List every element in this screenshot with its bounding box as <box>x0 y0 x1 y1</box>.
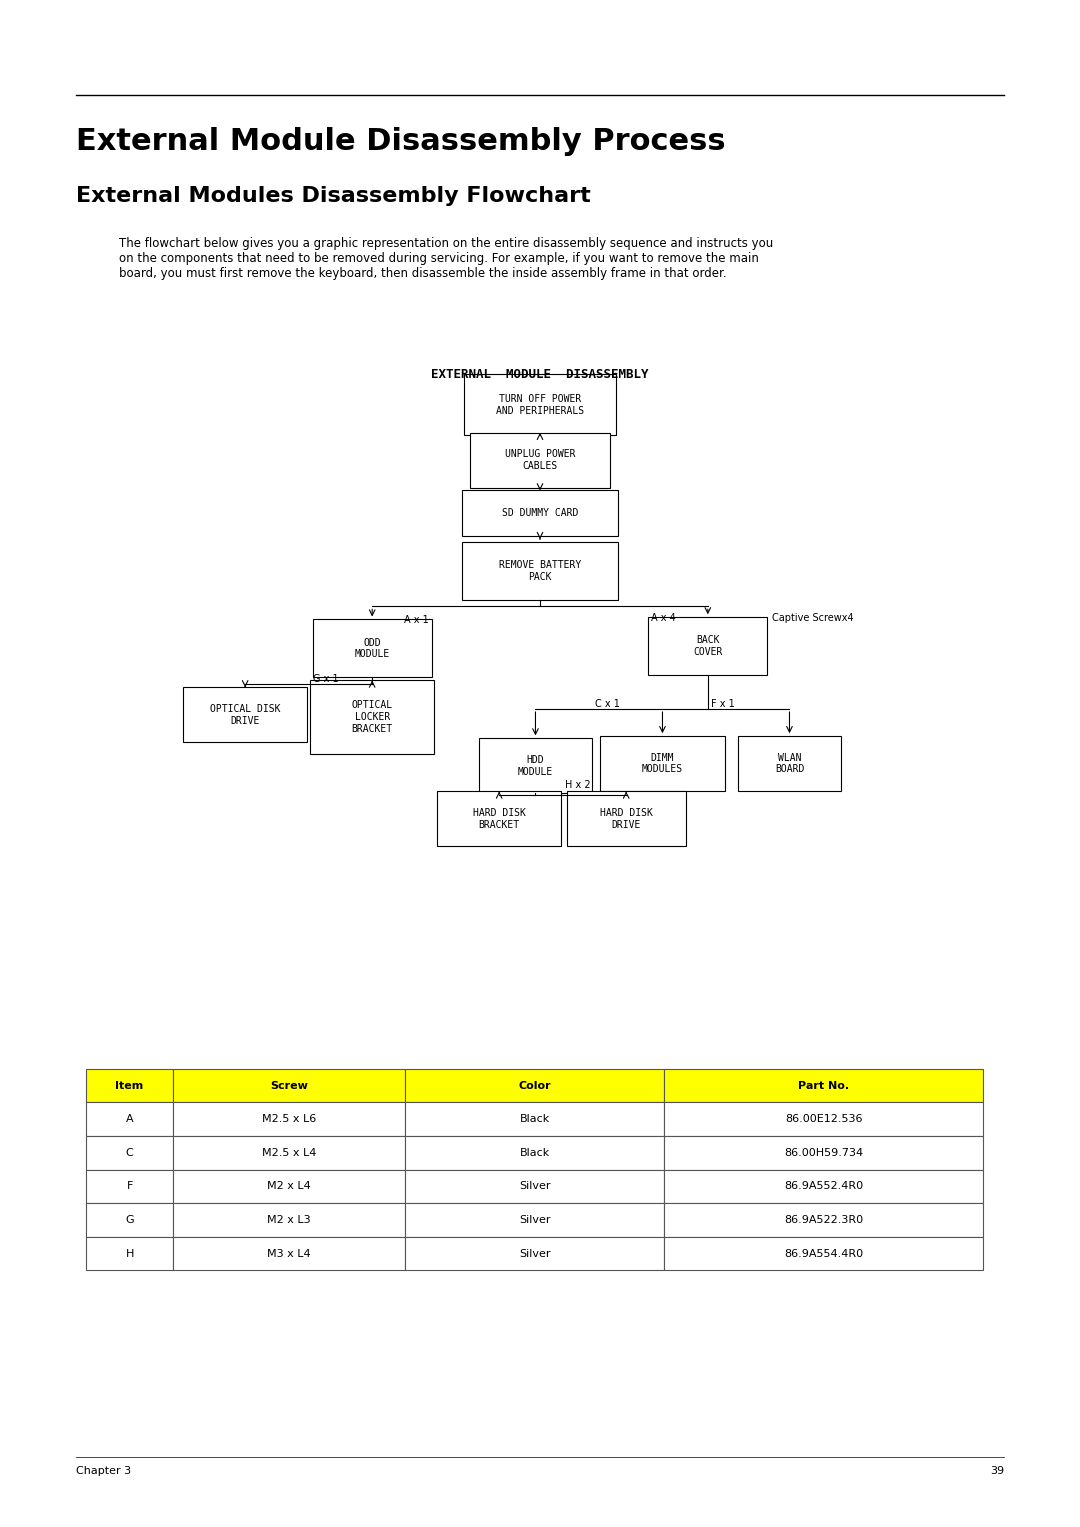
Bar <box>86 1102 173 1136</box>
Bar <box>462 490 618 536</box>
Bar <box>739 736 840 791</box>
Text: OPTICAL DISK
DRIVE: OPTICAL DISK DRIVE <box>210 704 281 725</box>
Bar <box>567 791 686 846</box>
Text: ODD
MODULE: ODD MODULE <box>354 638 390 660</box>
Text: TURN OFF POWER
AND PERIPHERALS: TURN OFF POWER AND PERIPHERALS <box>496 394 584 415</box>
Bar <box>173 1237 405 1270</box>
Bar <box>183 687 307 742</box>
Bar <box>173 1102 405 1136</box>
Text: 39: 39 <box>990 1466 1004 1477</box>
Bar <box>405 1069 664 1102</box>
Text: Silver: Silver <box>518 1215 551 1225</box>
Text: M3 x L4: M3 x L4 <box>267 1249 311 1258</box>
Text: Part No.: Part No. <box>798 1081 849 1090</box>
Text: Black: Black <box>519 1115 550 1124</box>
Text: DIMM
MODULES: DIMM MODULES <box>642 753 683 774</box>
Text: H: H <box>125 1249 134 1258</box>
Bar <box>648 617 767 675</box>
Text: 86.9A522.3R0: 86.9A522.3R0 <box>784 1215 863 1225</box>
Text: G: G <box>125 1215 134 1225</box>
Text: A: A <box>125 1115 134 1124</box>
Text: WLAN
BOARD: WLAN BOARD <box>774 753 805 774</box>
Bar <box>664 1170 983 1203</box>
Bar <box>664 1102 983 1136</box>
Bar <box>664 1203 983 1237</box>
Text: F x 1: F x 1 <box>712 699 735 709</box>
Text: Chapter 3: Chapter 3 <box>76 1466 131 1477</box>
Text: G x 1: G x 1 <box>313 673 339 684</box>
Text: Silver: Silver <box>518 1249 551 1258</box>
Text: F: F <box>126 1182 133 1191</box>
Text: External Modules Disassembly Flowchart: External Modules Disassembly Flowchart <box>76 186 591 206</box>
Bar <box>405 1170 664 1203</box>
Bar <box>86 1170 173 1203</box>
Text: External Module Disassembly Process: External Module Disassembly Process <box>76 127 726 156</box>
Text: OPTICAL
LOCKER
BRACKET: OPTICAL LOCKER BRACKET <box>352 701 393 733</box>
Bar <box>86 1237 173 1270</box>
Text: M2 x L4: M2 x L4 <box>267 1182 311 1191</box>
Text: 86.9A554.4R0: 86.9A554.4R0 <box>784 1249 863 1258</box>
Bar <box>664 1237 983 1270</box>
Bar <box>462 542 618 600</box>
Bar <box>86 1136 173 1170</box>
Text: EXTERNAL  MODULE  DISASSEMBLY: EXTERNAL MODULE DISASSEMBLY <box>431 368 649 380</box>
Text: 86.00H59.734: 86.00H59.734 <box>784 1148 863 1157</box>
Text: M2.5 x L6: M2.5 x L6 <box>261 1115 316 1124</box>
Text: C: C <box>125 1148 134 1157</box>
Bar <box>313 620 432 678</box>
Bar <box>600 736 725 791</box>
Bar <box>405 1136 664 1170</box>
Text: SD DUMMY CARD: SD DUMMY CARD <box>502 508 578 518</box>
Text: HARD DISK
BRACKET: HARD DISK BRACKET <box>473 808 526 829</box>
Text: HARD DISK
DRIVE: HARD DISK DRIVE <box>599 808 652 829</box>
Text: A x 4: A x 4 <box>650 614 675 623</box>
Text: M2.5 x L4: M2.5 x L4 <box>261 1148 316 1157</box>
Bar <box>310 681 434 754</box>
Text: BACK
COVER: BACK COVER <box>693 635 723 657</box>
Text: Black: Black <box>519 1148 550 1157</box>
Bar <box>86 1069 173 1102</box>
Text: UNPLUG POWER
CABLES: UNPLUG POWER CABLES <box>504 449 576 470</box>
Text: Screw: Screw <box>270 1081 308 1090</box>
Bar <box>664 1069 983 1102</box>
Bar <box>405 1102 664 1136</box>
Text: HDD
MODULE: HDD MODULE <box>517 754 553 777</box>
Bar <box>437 791 562 846</box>
Bar <box>664 1136 983 1170</box>
Text: M2 x L3: M2 x L3 <box>267 1215 311 1225</box>
Bar <box>86 1203 173 1237</box>
Text: 86.00E12.536: 86.00E12.536 <box>785 1115 862 1124</box>
Bar <box>405 1203 664 1237</box>
Text: 86.9A552.4R0: 86.9A552.4R0 <box>784 1182 863 1191</box>
Bar <box>173 1170 405 1203</box>
Bar <box>478 739 592 794</box>
Text: C x 1: C x 1 <box>595 699 620 709</box>
Bar <box>173 1203 405 1237</box>
Text: Silver: Silver <box>518 1182 551 1191</box>
Text: The flowchart below gives you a graphic representation on the entire disassembly: The flowchart below gives you a graphic … <box>119 237 773 279</box>
Text: Item: Item <box>116 1081 144 1090</box>
Bar <box>173 1136 405 1170</box>
Text: REMOVE BATTERY
PACK: REMOVE BATTERY PACK <box>499 560 581 582</box>
Text: Color: Color <box>518 1081 551 1090</box>
Bar <box>470 432 610 487</box>
Text: A x 1: A x 1 <box>404 615 429 625</box>
Bar <box>173 1069 405 1102</box>
Bar <box>405 1237 664 1270</box>
Bar <box>464 374 616 435</box>
Text: Captive Screwx4: Captive Screwx4 <box>771 614 853 623</box>
Text: H x 2: H x 2 <box>565 780 590 789</box>
